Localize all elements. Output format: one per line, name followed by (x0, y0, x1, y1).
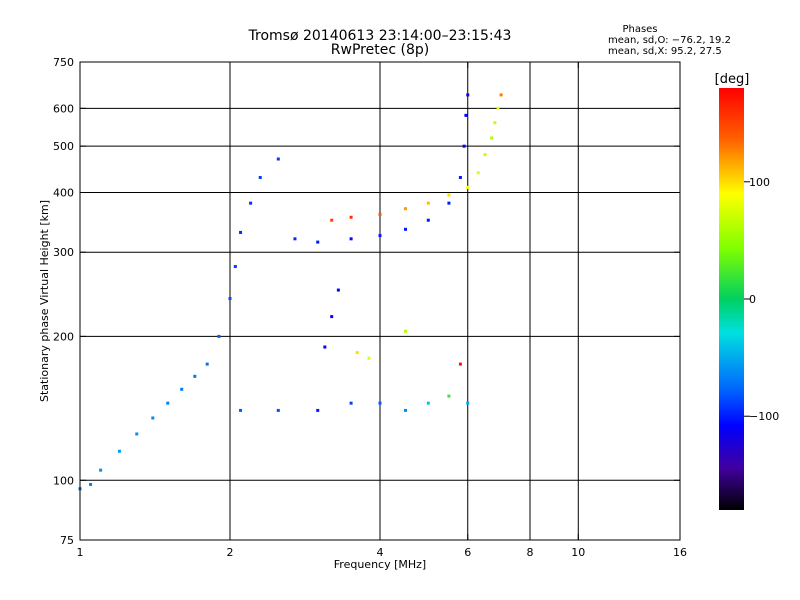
data-point (493, 121, 497, 125)
x-tick-label: 16 (673, 546, 687, 559)
colorbar-label: [deg] (715, 72, 750, 87)
data-point (336, 288, 340, 292)
data-point (217, 334, 221, 338)
data-point (276, 408, 280, 412)
x-tick-label: 6 (464, 546, 471, 559)
x-tick-label: 8 (527, 546, 534, 559)
x-tick-label: 10 (571, 546, 585, 559)
x-tick-label: 1 (77, 546, 84, 559)
data-point (496, 106, 500, 110)
data-point (349, 237, 353, 241)
y-tick-label: 500 (53, 140, 74, 153)
data-point (462, 144, 466, 148)
data-point (466, 185, 470, 189)
data-point (258, 175, 262, 179)
y-tick-label: 600 (53, 102, 74, 115)
data-point (355, 351, 359, 355)
data-point (403, 207, 407, 211)
data-point (367, 356, 371, 360)
data-point (249, 201, 253, 205)
x-tick-label: 2 (227, 546, 234, 559)
data-point (233, 265, 237, 269)
data-point (293, 237, 297, 241)
data-point (483, 153, 487, 157)
data-point (476, 171, 480, 175)
data-point (180, 387, 184, 391)
data-point (323, 345, 327, 349)
colorbar-tick-label: −100 (749, 410, 779, 423)
data-point (193, 374, 197, 378)
data-point (458, 175, 462, 179)
data-point (426, 218, 430, 222)
data-point (403, 329, 407, 333)
data-point (464, 113, 468, 117)
data-point (349, 215, 353, 219)
data-point (330, 315, 334, 319)
y-gridlines (80, 107, 680, 481)
data-point (447, 394, 451, 398)
x-axis-label: Frequency [MHz] (334, 558, 426, 571)
data-point (490, 136, 494, 140)
y-tick-label: 750 (53, 56, 74, 69)
data-point (458, 362, 462, 366)
data-point (330, 218, 334, 222)
data-point (466, 93, 470, 97)
data-point (89, 482, 93, 486)
scatter-points (78, 93, 503, 491)
data-point (349, 401, 353, 405)
data-point (276, 157, 280, 161)
x-axis-ticks (79, 62, 681, 540)
data-point (117, 449, 121, 453)
chart-title-line1: Tromsø 20140613 23:14:00–23:15:43 (248, 28, 512, 44)
colorbar-tick-label: 100 (749, 176, 770, 189)
colorbar-ticks: 100 0 −100 (744, 176, 779, 423)
y-axis-ticks (80, 61, 680, 541)
data-point (426, 201, 430, 205)
data-point (466, 401, 470, 405)
data-point (378, 401, 382, 405)
data-point (403, 227, 407, 231)
data-point (166, 401, 170, 405)
phase-stats-o: mean, sd,O: −76.2, 19.2 (608, 35, 731, 46)
data-point (239, 408, 243, 412)
x-gridlines (229, 62, 579, 540)
y-tick-label: 200 (53, 330, 74, 343)
data-point (316, 408, 320, 412)
data-point (447, 201, 451, 205)
data-point (239, 230, 243, 234)
data-point (135, 432, 139, 436)
data-point (378, 212, 382, 216)
data-point (426, 401, 430, 405)
data-point (151, 416, 155, 420)
phase-stats-x: mean, sd,X: 95.2, 27.5 (608, 46, 722, 57)
phase-stats-heading: Phases (622, 24, 657, 35)
data-point (499, 93, 503, 97)
chart-title-line2: RwPretec (8p) (331, 42, 429, 58)
data-point (403, 408, 407, 412)
y-tick-label: 300 (53, 246, 74, 259)
data-point (99, 468, 103, 472)
data-point (228, 297, 232, 301)
colorbar (719, 88, 744, 510)
data-point (447, 193, 451, 197)
y-tick-label: 400 (53, 186, 74, 199)
x-tick-labels: 1 2 4 6 8 10 16 (77, 546, 688, 559)
data-point (378, 234, 382, 238)
y-tick-label: 75 (60, 534, 74, 547)
data-point (316, 240, 320, 244)
y-tick-label: 100 (53, 474, 74, 487)
data-point (205, 362, 209, 366)
colorbar-tick-label: 0 (749, 293, 756, 306)
y-axis-label: Stationary phase Virtual Height [km] (38, 200, 51, 402)
x-tick-label: 4 (377, 546, 384, 559)
y-tick-labels: 75 100 200 300 400 500 600 750 (53, 56, 74, 547)
